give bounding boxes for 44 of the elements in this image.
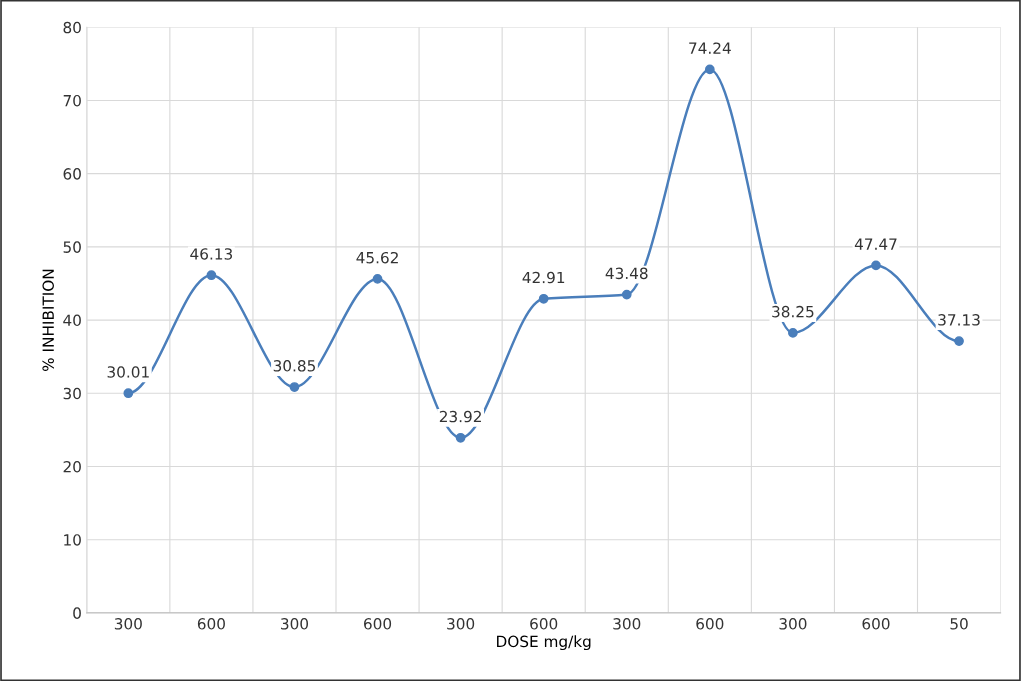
x-tick-label: 50 (950, 618, 968, 630)
y-axis-title: % INHIBITION (42, 269, 54, 372)
data-label: 30.85 (273, 360, 315, 372)
data-label: 37.13 (938, 314, 980, 326)
y-tick-label: 30 (63, 387, 81, 400)
point (704, 64, 715, 75)
y-tick-label: 10 (64, 534, 81, 546)
point (538, 293, 549, 304)
x-tick-label: 300 (779, 618, 807, 630)
point (123, 388, 134, 399)
x-tick-label: 600 (530, 618, 558, 630)
data-label: 42.91 (522, 271, 565, 284)
y-tick-label: 50 (63, 241, 81, 253)
data-label: 45.62 (356, 251, 398, 264)
point (372, 274, 383, 284)
x-tick-label: 300 (447, 618, 475, 630)
x-tick-label: 300 (613, 618, 641, 630)
y-tick-label: 70 (63, 94, 81, 107)
point (289, 382, 300, 392)
point (954, 336, 964, 346)
x-tick-label: 600 (364, 618, 392, 630)
x-axis-title: DOSE mg/kg (497, 635, 591, 651)
y-tick-label: 0 (73, 607, 81, 619)
data-label: 38.25 (772, 305, 814, 318)
data-label: 47.47 (854, 238, 897, 250)
x-tick-label: 600 (696, 618, 724, 630)
data-label: 43.48 (605, 267, 648, 280)
x-tick-label: 300 (114, 618, 142, 630)
data-label: 23.92 (439, 410, 481, 423)
data-label: 74.24 (689, 42, 731, 54)
x-tick-label: 300 (281, 618, 309, 630)
y-tick-label: 80 (63, 21, 81, 34)
x-tick-label: 600 (197, 618, 225, 630)
point (206, 270, 217, 281)
data-label: 46.13 (190, 248, 233, 260)
y-tick-label: 40 (63, 314, 81, 327)
point (621, 289, 632, 300)
point (788, 328, 798, 338)
point (455, 432, 466, 443)
data-label: 30.01 (107, 366, 149, 378)
y-tick-label: 60 (63, 168, 81, 180)
x-tick-label: 600 (862, 618, 890, 630)
point (871, 260, 881, 271)
y-tick-label: 20 (63, 460, 81, 473)
